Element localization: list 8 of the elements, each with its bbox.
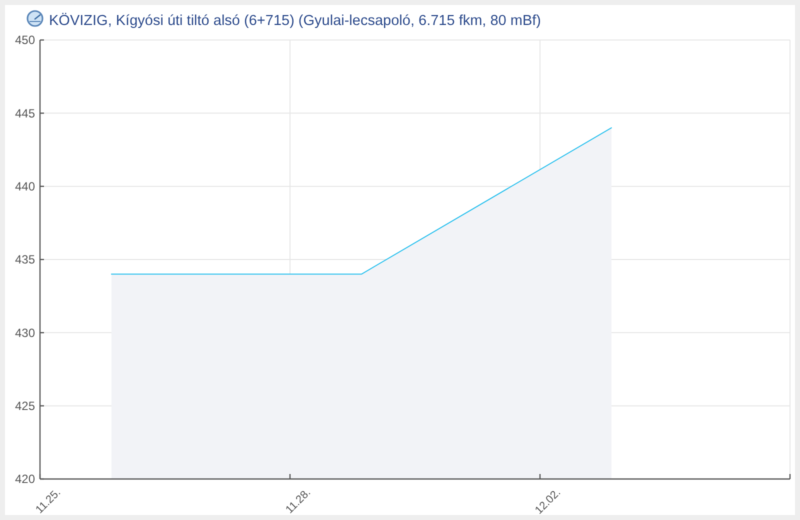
- y-tick-label: 440: [14, 180, 36, 194]
- y-tick-label: 425: [14, 399, 36, 414]
- y-tick-label: 445: [14, 106, 36, 120]
- y-tick-label: 435: [14, 252, 36, 267]
- y-tick-label: 450: [14, 33, 36, 48]
- y-tick-label: 420: [14, 472, 36, 486]
- y-tick-label: 430: [14, 326, 36, 340]
- chart-title: KÖVIZIG, Kígyósi úti tiltó alsó (6+715) (Gyulai-lecsapoló, 6.715 fkm, 80 mBf): [49, 12, 541, 29]
